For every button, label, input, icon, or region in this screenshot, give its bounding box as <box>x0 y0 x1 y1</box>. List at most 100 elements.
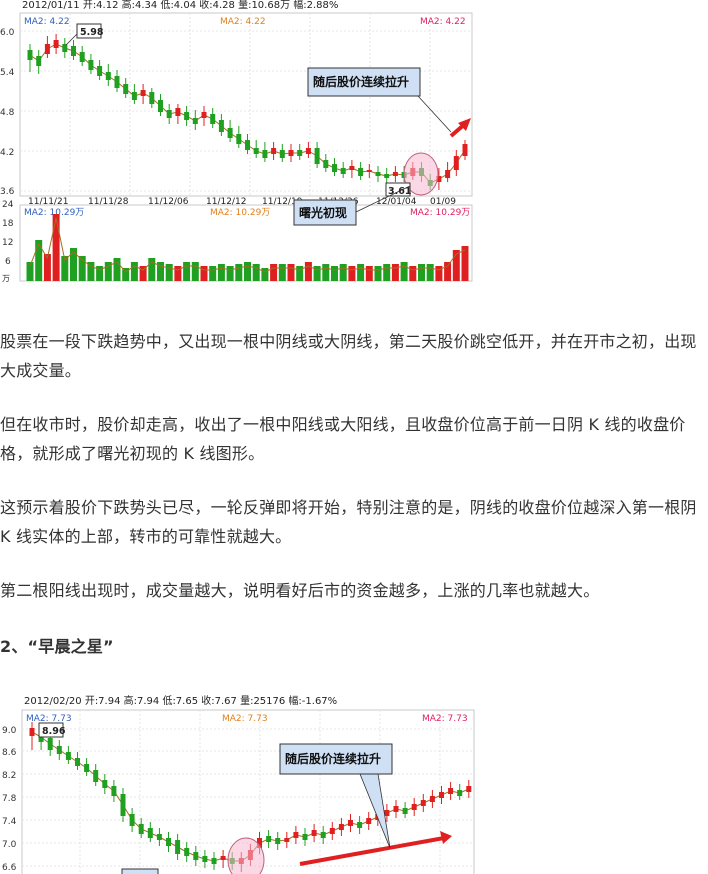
chart1-ytick-5: 3.6 <box>0 187 15 197</box>
chart2-high-label: 8.96 <box>42 726 66 737</box>
paragraph-3: 这预示着股价下跌势头已尽，一轮反弹即将开始，特别注意的是，阴线的收盘价位越深入第… <box>0 498 697 546</box>
section-heading-morning-star: 2、“早晨之星” <box>0 637 114 656</box>
candle-body <box>453 156 459 170</box>
chart2-ytick-7: 6.6 <box>2 863 17 873</box>
chart1-ma-right: MA2: 4.22 <box>420 17 466 27</box>
volume-bar <box>148 258 156 281</box>
candle-body <box>75 758 80 766</box>
candle-body <box>245 140 250 150</box>
paragraph-2: 但在收市时，股价却走高，收出了一根中阳线或大阳线，且收盘价位高于前一日阴 K 线… <box>0 415 686 463</box>
candle-body <box>105 72 111 80</box>
candle-body <box>466 786 472 792</box>
chart1-highlight-circle <box>403 152 439 196</box>
volume-bar <box>174 266 182 281</box>
chart1-callout-rise-box <box>307 67 421 97</box>
candle-body <box>202 856 208 862</box>
volume-bar <box>165 264 173 281</box>
chart1-xtick-2: 11/11/28 <box>88 197 129 207</box>
volume-bar <box>304 262 312 281</box>
candle-body <box>311 830 317 836</box>
candle-body <box>36 56 42 66</box>
candle-body <box>149 92 155 104</box>
candle-body <box>111 786 117 796</box>
candle-body <box>158 100 163 112</box>
chart2-callout-pattern-box <box>121 868 159 874</box>
volume-bar <box>418 264 425 281</box>
chart1-xtick-1: 11/11/21 <box>28 197 68 207</box>
volume-bar <box>104 262 112 281</box>
chart2-svg: 2012/02/20 开:7.94 高:7.94 低:7.65 收:7.67 量… <box>2 694 475 874</box>
candle-body <box>436 176 442 182</box>
candle-body <box>266 836 272 842</box>
candle-body <box>384 174 390 178</box>
chart1-ytick-2: 5.4 <box>0 68 15 78</box>
volume-bar <box>278 264 286 281</box>
chart2-ytick-3: 8.2 <box>2 771 16 781</box>
candle-body <box>166 838 171 846</box>
chart2-callout-rise: 随后股价连续拉升 <box>285 751 381 766</box>
candle-body <box>129 814 135 826</box>
candle-body <box>84 764 90 772</box>
volume-bar <box>183 262 191 281</box>
chart2-info-line: 2012/02/20 开:7.94 高:7.94 低:7.65 收:7.67 量… <box>24 694 337 707</box>
chart2-ytick-5: 7.4 <box>2 817 17 827</box>
candle-body <box>123 84 129 94</box>
volume-bar <box>191 262 199 281</box>
volume-bar <box>374 266 382 281</box>
volume-bar <box>426 264 434 281</box>
candle-body <box>462 144 468 156</box>
candle-body <box>358 168 364 176</box>
volume-bar <box>35 240 43 281</box>
candle-body <box>65 752 71 760</box>
candle-body <box>297 150 303 156</box>
candle-body <box>293 832 299 838</box>
candle-body <box>218 120 224 132</box>
candle-body <box>147 828 153 838</box>
volume-bar <box>226 266 234 281</box>
volume-bar <box>26 262 34 281</box>
volume-bar <box>130 262 138 281</box>
chart2-high-label-box <box>38 722 64 738</box>
candle-body <box>448 788 454 794</box>
chart2-ma-right: MA2: 7.73 <box>422 714 468 724</box>
candle-body <box>392 172 398 176</box>
volume-bar <box>365 266 373 281</box>
candle-body <box>131 92 137 100</box>
candle-body <box>201 112 207 118</box>
candle-body <box>193 852 199 860</box>
chart1-info-line: 2012/01/11 开:4.12 高:4.34 低:4.04 收:4.28 量… <box>22 0 338 11</box>
candle-body <box>262 150 268 158</box>
chart1-pattern-pointer <box>355 185 411 213</box>
chart1-voltick-1: 24 <box>2 200 14 210</box>
volume-bar <box>200 266 208 281</box>
candle-body <box>420 800 426 806</box>
chart1-xtick-7: 12/01/04 <box>376 197 417 207</box>
candle-body <box>275 838 281 844</box>
chart1-low-label-box <box>385 182 411 197</box>
candlestick-chart-dawn: 2012/01/11 开:4.12 高:4.34 低:4.04 收:4.28 量… <box>0 0 473 283</box>
chart1-ytick-1: 6.0 <box>0 28 15 38</box>
chart1-ma-mid: MA2: 4.22 <box>220 17 266 27</box>
chart1-callout-pattern-box <box>293 199 357 226</box>
volume-bar <box>331 266 338 281</box>
candle-body <box>27 50 33 60</box>
volume-bar <box>96 266 104 281</box>
chart1-voltick-4: 6 <box>5 257 11 267</box>
volume-bar <box>157 262 164 281</box>
candle-body <box>439 792 444 798</box>
volume-bar <box>435 266 443 281</box>
candle-body <box>166 110 172 118</box>
chart1-ytick-3: 4.8 <box>0 108 15 118</box>
chart2-ytick-1: 9.0 <box>2 726 17 736</box>
candle-body <box>156 834 162 840</box>
volume-bar <box>209 266 217 281</box>
candle-body <box>332 164 337 172</box>
chart2-ytick-6: 7.0 <box>2 840 17 850</box>
chart2-rise-arrow-shaft <box>299 836 445 866</box>
candle-body <box>114 76 120 88</box>
chart1-high-pointer <box>65 33 78 46</box>
candle-body <box>253 148 259 154</box>
candle-body <box>375 172 381 176</box>
volume-bar <box>383 264 391 281</box>
candle-body <box>288 150 294 156</box>
